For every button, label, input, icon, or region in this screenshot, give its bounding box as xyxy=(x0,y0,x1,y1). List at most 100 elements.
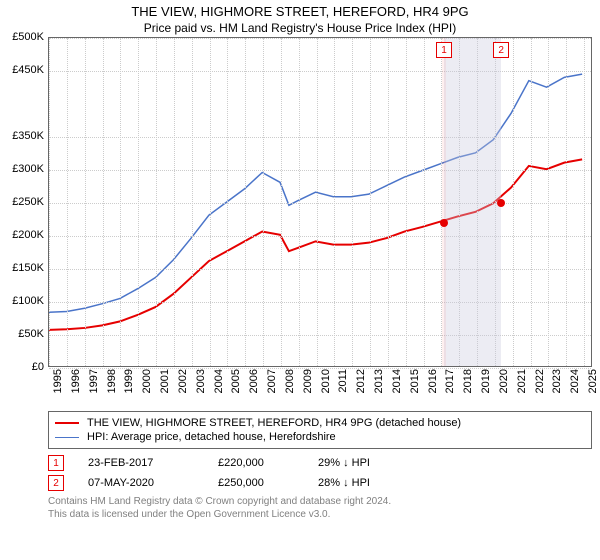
sales-row: 1 23-FEB-2017£220,00029% ↓ HPI xyxy=(48,453,592,473)
sale-callout-box: 1 xyxy=(436,42,452,58)
footer-note: Contains HM Land Registry data © Crown c… xyxy=(48,495,592,521)
y-tick-label: £100K xyxy=(0,295,44,307)
x-tick-label: 2001 xyxy=(159,369,171,393)
gridline-vertical xyxy=(245,38,246,366)
y-tick-label: £200K xyxy=(0,229,44,241)
x-tick-label: 2017 xyxy=(444,369,456,393)
sale-hpi-delta: 29% ↓ HPI xyxy=(318,457,438,469)
legend-label: THE VIEW, HIGHMORE STREET, HEREFORD, HR4… xyxy=(87,417,461,429)
legend-item: HPI: Average price, detached house, Here… xyxy=(55,430,585,444)
gridline-vertical xyxy=(388,38,389,366)
x-tick-label: 2008 xyxy=(284,369,296,393)
sale-price: £250,000 xyxy=(218,477,318,489)
sale-hpi-delta: 28% ↓ HPI xyxy=(318,477,438,489)
x-tick-label: 2024 xyxy=(569,369,581,393)
x-tick-label: 2016 xyxy=(427,369,439,393)
sale-price: £220,000 xyxy=(218,457,318,469)
y-tick-label: £50K xyxy=(0,328,44,340)
gridline-vertical xyxy=(281,38,282,366)
gridline-vertical xyxy=(192,38,193,366)
y-tick-label: £500K xyxy=(0,31,44,43)
title-block: THE VIEW, HIGHMORE STREET, HEREFORD, HR4… xyxy=(0,0,600,37)
x-tick-label: 1999 xyxy=(123,369,135,393)
x-tick-label: 2022 xyxy=(534,369,546,393)
sale-marker-band xyxy=(442,38,446,366)
x-tick-label: 1995 xyxy=(52,369,64,393)
gridline-vertical xyxy=(548,38,549,366)
x-tick-label: 2004 xyxy=(213,369,225,393)
gridline-vertical xyxy=(138,38,139,366)
x-tick-label: 2009 xyxy=(302,369,314,393)
gridline-vertical xyxy=(566,38,567,366)
y-tick-label: £450K xyxy=(0,64,44,76)
sale-point xyxy=(440,219,448,227)
sale-point xyxy=(497,199,505,207)
sales-row: 2 07-MAY-2020£250,00028% ↓ HPI xyxy=(48,473,592,493)
chart-title: THE VIEW, HIGHMORE STREET, HEREFORD, HR4… xyxy=(0,4,600,19)
legend-swatch xyxy=(55,422,79,424)
gridline-vertical xyxy=(370,38,371,366)
gridline-vertical xyxy=(531,38,532,366)
legend-swatch xyxy=(55,437,79,438)
x-tick-label: 1996 xyxy=(70,369,82,393)
legend-label: HPI: Average price, detached house, Here… xyxy=(87,431,336,443)
gridline-horizontal xyxy=(49,203,591,204)
gridline-vertical xyxy=(210,38,211,366)
footer-line-1: Contains HM Land Registry data © Crown c… xyxy=(48,495,592,508)
x-tick-label: 2019 xyxy=(480,369,492,393)
x-tick-label: 2007 xyxy=(266,369,278,393)
y-axis: £0£50K£100K£150K£200K£250K£300K£350K£450… xyxy=(0,37,46,367)
gridline-vertical xyxy=(424,38,425,366)
x-tick-label: 2012 xyxy=(355,369,367,393)
gridline-horizontal xyxy=(49,71,591,72)
x-tick-label: 2002 xyxy=(177,369,189,393)
gridline-vertical xyxy=(67,38,68,366)
gridline-horizontal xyxy=(49,302,591,303)
y-tick-label: £250K xyxy=(0,196,44,208)
sale-date: 23-FEB-2017 xyxy=(88,457,218,469)
gridline-vertical xyxy=(299,38,300,366)
gridline-vertical xyxy=(513,38,514,366)
x-tick-label: 2003 xyxy=(195,369,207,393)
plot-area: 12 xyxy=(48,37,592,367)
gridline-vertical xyxy=(584,38,585,366)
x-tick-label: 1997 xyxy=(88,369,100,393)
x-axis: 1995199619971998199920002001200220032004… xyxy=(48,367,592,407)
legend-item: THE VIEW, HIGHMORE STREET, HEREFORD, HR4… xyxy=(55,416,585,430)
gridline-horizontal xyxy=(49,137,591,138)
x-tick-label: 2010 xyxy=(320,369,332,393)
x-tick-label: 2015 xyxy=(409,369,421,393)
gridline-vertical xyxy=(334,38,335,366)
y-tick-label: £0 xyxy=(0,361,44,373)
x-tick-label: 2006 xyxy=(248,369,260,393)
x-tick-label: 2020 xyxy=(498,369,510,393)
sale-marker-number: 2 xyxy=(48,475,64,491)
sale-interval-band xyxy=(444,38,501,366)
chart-lines-svg xyxy=(49,38,591,366)
gridline-vertical xyxy=(406,38,407,366)
x-tick-label: 2011 xyxy=(337,369,349,393)
x-tick-label: 2014 xyxy=(391,369,403,393)
gridline-vertical xyxy=(120,38,121,366)
sale-marker-number: 1 xyxy=(48,455,64,471)
legend: THE VIEW, HIGHMORE STREET, HEREFORD, HR4… xyxy=(48,411,592,449)
x-tick-label: 2023 xyxy=(551,369,563,393)
gridline-vertical xyxy=(317,38,318,366)
chart-subtitle: Price paid vs. HM Land Registry's House … xyxy=(0,21,600,35)
gridline-vertical xyxy=(103,38,104,366)
x-tick-label: 2013 xyxy=(373,369,385,393)
gridline-horizontal xyxy=(49,170,591,171)
y-tick-label: £150K xyxy=(0,262,44,274)
gridline-vertical xyxy=(263,38,264,366)
gridline-horizontal xyxy=(49,236,591,237)
x-tick-label: 2025 xyxy=(587,369,599,393)
gridline-horizontal xyxy=(49,38,591,39)
x-tick-label: 2000 xyxy=(141,369,153,393)
gridline-vertical xyxy=(156,38,157,366)
x-tick-label: 2018 xyxy=(462,369,474,393)
gridline-vertical xyxy=(352,38,353,366)
sales-table: 1 23-FEB-2017£220,00029% ↓ HPI 2 07-MAY-202… xyxy=(48,453,592,493)
sale-date: 07-MAY-2020 xyxy=(88,477,218,489)
footer-line-2: This data is licensed under the Open Gov… xyxy=(48,508,592,521)
y-tick-label: £300K xyxy=(0,163,44,175)
